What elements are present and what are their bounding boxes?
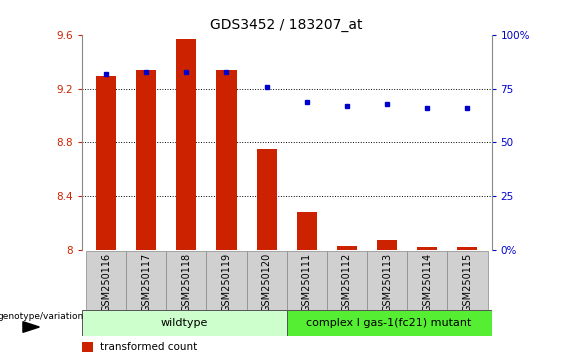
Bar xyxy=(176,39,197,250)
Bar xyxy=(136,70,156,250)
FancyBboxPatch shape xyxy=(447,251,488,310)
Text: GSM250120: GSM250120 xyxy=(262,253,272,312)
Title: GDS3452 / 183207_at: GDS3452 / 183207_at xyxy=(211,18,363,32)
Text: GSM250115: GSM250115 xyxy=(463,253,472,312)
Bar xyxy=(216,70,237,250)
FancyBboxPatch shape xyxy=(166,251,206,310)
Text: wildtype: wildtype xyxy=(160,318,208,328)
Text: GSM250118: GSM250118 xyxy=(181,253,192,312)
FancyBboxPatch shape xyxy=(287,310,492,336)
FancyBboxPatch shape xyxy=(287,251,327,310)
FancyBboxPatch shape xyxy=(82,310,287,336)
Bar xyxy=(96,75,116,250)
FancyBboxPatch shape xyxy=(126,251,166,310)
Text: GSM250113: GSM250113 xyxy=(382,253,392,312)
FancyBboxPatch shape xyxy=(367,251,407,310)
Bar xyxy=(458,247,477,250)
Bar xyxy=(337,246,357,250)
Bar xyxy=(82,342,93,353)
FancyBboxPatch shape xyxy=(206,251,246,310)
FancyBboxPatch shape xyxy=(86,251,126,310)
Bar xyxy=(297,212,317,250)
FancyBboxPatch shape xyxy=(246,251,287,310)
Text: GSM250116: GSM250116 xyxy=(101,253,111,312)
Polygon shape xyxy=(23,322,40,332)
FancyBboxPatch shape xyxy=(407,251,447,310)
Text: complex I gas-1(fc21) mutant: complex I gas-1(fc21) mutant xyxy=(306,318,472,328)
Text: genotype/variation: genotype/variation xyxy=(0,312,84,321)
Text: GSM250117: GSM250117 xyxy=(141,253,151,312)
Text: GSM250119: GSM250119 xyxy=(221,253,232,312)
FancyBboxPatch shape xyxy=(327,251,367,310)
Text: GSM250114: GSM250114 xyxy=(422,253,432,312)
Text: transformed count: transformed count xyxy=(101,342,198,352)
Bar xyxy=(257,149,277,250)
Text: GSM250111: GSM250111 xyxy=(302,253,312,312)
Bar xyxy=(418,247,437,250)
Text: GSM250112: GSM250112 xyxy=(342,253,352,312)
Bar xyxy=(377,240,397,250)
